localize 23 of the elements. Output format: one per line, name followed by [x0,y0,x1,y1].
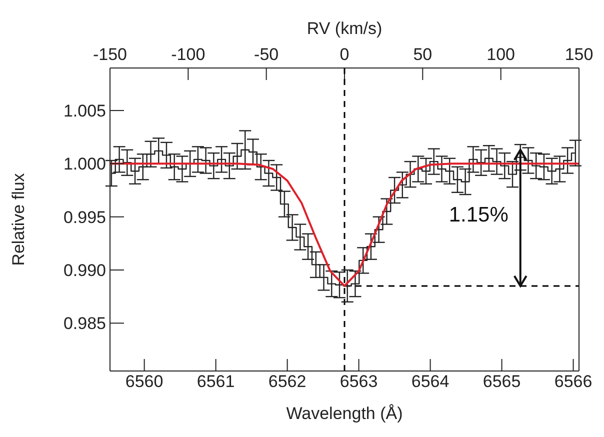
annotation: 1.15% [448,203,508,226]
y-tick-label: 0.995 [63,208,106,227]
x2-tick-label: -100 [171,45,206,64]
x2-tick-label: -50 [254,45,279,64]
x-tick-label: 6564 [411,372,450,392]
x-tick-label: 6566 [554,372,592,392]
x2-tick-label: 0 [340,45,350,64]
x2-tick-label: 50 [413,45,432,64]
x-tick-label: 6561 [196,372,235,392]
x2-tick-label: 150 [564,45,594,64]
y-tick-label: 0.985 [63,314,106,334]
x-tick-label: 6565 [482,372,521,392]
y-tick-label: 0.990 [63,261,106,280]
x2-tick-label: -150 [92,45,128,64]
x-tick-label: 6560 [125,372,164,392]
y-tick-label: 1.000 [63,154,106,174]
x2-tick-label: 100 [486,45,516,64]
x-tick-label: 6563 [340,372,378,392]
y-tick-label: 1.005 [63,102,106,121]
x-axis-title: Wavelength (Å) [286,404,403,423]
x2-axis-title: RV (km/s) [306,19,382,38]
x-tick-label: 6562 [268,372,306,392]
y-axis-title: Relative flux [9,172,28,266]
